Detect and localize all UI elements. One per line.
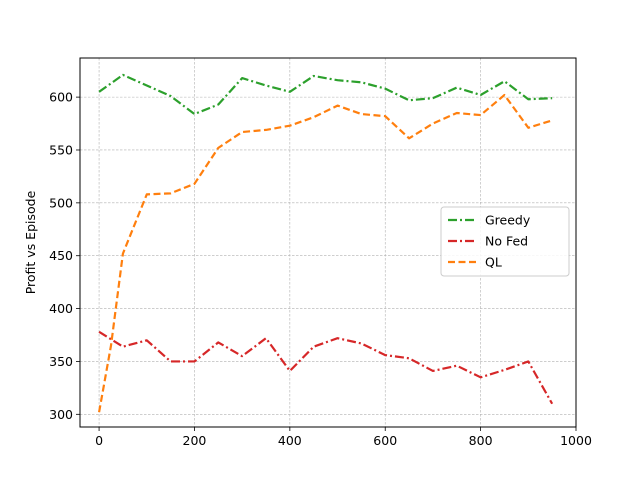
- legend-box: [440, 206, 570, 277]
- x-tick-label: 200: [183, 433, 207, 448]
- y-tick-label: 550: [49, 142, 73, 157]
- x-tick-label: 0: [95, 433, 103, 448]
- x-tick-label: 1000: [560, 433, 592, 448]
- axis-ticks: 0 200 400 600 800 1000 300 350 400 450 500 550 600: [49, 90, 592, 448]
- y-tick-label: 300: [49, 407, 73, 422]
- series-lines: [97, 73, 554, 413]
- series-line-ql: [97, 93, 553, 413]
- y-tick-label: 350: [49, 354, 73, 369]
- y-axis-label: Profit vs Episode: [23, 190, 38, 294]
- y-tick-label: 500: [49, 195, 73, 210]
- series-line-greedy: [98, 73, 553, 116]
- y-tick-label: 600: [49, 90, 73, 105]
- plot-frame: [79, 57, 577, 428]
- x-tick-label: 800: [469, 433, 493, 448]
- x-tick-label: 600: [373, 433, 397, 448]
- legend-label-ql: QL: [485, 255, 502, 270]
- legend-label-no-fed: No Fed: [485, 234, 528, 249]
- legend-label-greedy: Greedy: [485, 213, 531, 228]
- series-line-no-fed: [98, 330, 554, 405]
- x-tick-label: 400: [278, 433, 302, 448]
- y-tick-label: 450: [49, 248, 73, 263]
- y-tick-label: 400: [49, 301, 73, 316]
- legend: Greedy No Fed QL: [440, 206, 570, 277]
